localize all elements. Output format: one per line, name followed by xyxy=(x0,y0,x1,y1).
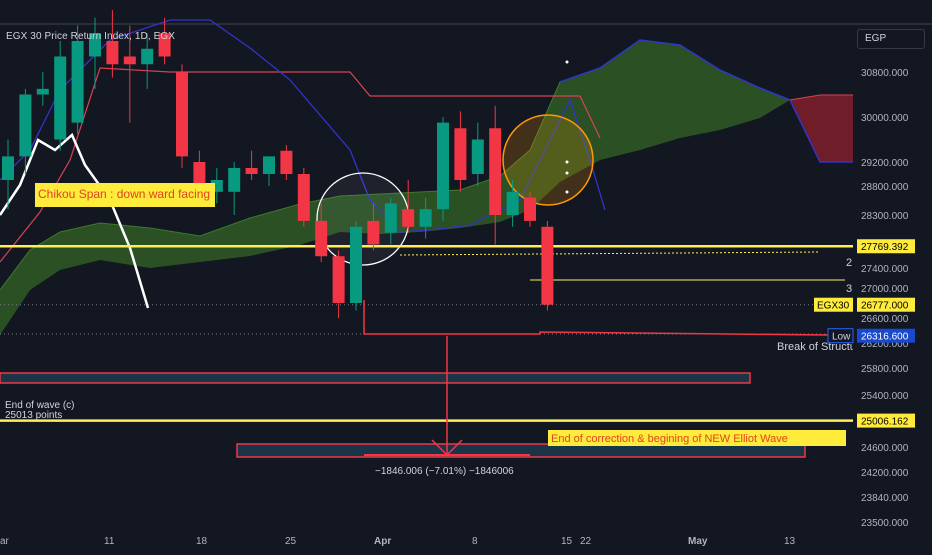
price-tick: 24200.000 xyxy=(861,468,909,479)
candle-body xyxy=(437,122,449,210)
zone-upper xyxy=(0,372,751,384)
price-tick: 29200.000 xyxy=(861,158,909,169)
tenkan-line xyxy=(0,19,606,233)
price-tick: 23500.000 xyxy=(861,518,909,529)
correction-label-box xyxy=(548,430,846,446)
tag-box xyxy=(827,328,854,344)
zone-target xyxy=(236,443,806,458)
wave-end-label: End of wave (c) xyxy=(5,400,74,411)
time-tick: May xyxy=(688,536,708,547)
circle-orange xyxy=(502,114,594,206)
time-tick: 25 xyxy=(285,536,297,547)
time-tick: Apr xyxy=(374,536,391,547)
price-tick: 25800.000 xyxy=(861,364,909,375)
price-label: 26777.000 xyxy=(861,301,909,312)
chikou-label-box xyxy=(35,183,215,207)
candle-body xyxy=(297,174,310,221)
measure-label: −1846.006 (−7.01%) −1846006 xyxy=(375,466,514,477)
correction-label: End of correction & begining of NEW Elli… xyxy=(551,433,788,445)
time-tick: 22 xyxy=(580,536,592,547)
price-tick: 28800.000 xyxy=(861,182,909,193)
break-structure-line xyxy=(363,300,829,336)
candle-body xyxy=(471,139,484,174)
candle-body xyxy=(454,128,467,180)
chikou-label: Chikou Span : down ward facing xyxy=(38,187,210,201)
time-tick: 13 xyxy=(784,536,796,547)
price-tick: 24600.000 xyxy=(861,443,909,454)
wave-label-3: 3 xyxy=(846,283,852,295)
marker-dot xyxy=(565,60,569,64)
candle-body xyxy=(89,33,101,57)
price-label: 27769.392 xyxy=(861,242,909,253)
candle-body xyxy=(367,220,380,245)
time-axis-bg xyxy=(0,528,853,550)
candle-body xyxy=(402,209,415,227)
candle-body xyxy=(263,156,275,174)
price-tick: 27400.000 xyxy=(861,264,909,275)
candle-body xyxy=(419,209,432,227)
price-label: 25006.162 xyxy=(861,417,909,428)
price-tick: 30800.000 xyxy=(861,68,909,79)
candle-body xyxy=(36,88,49,95)
candle-body xyxy=(54,56,67,140)
candle-body xyxy=(210,180,223,192)
time-tick: ar xyxy=(0,536,10,547)
candle-body xyxy=(315,220,328,257)
price-label: 26316.600 xyxy=(861,332,909,343)
break-structure-label: Break of Structure xyxy=(777,341,866,353)
currency-selector[interactable]: EGP xyxy=(857,29,925,49)
candle-body xyxy=(106,41,119,65)
candle-body xyxy=(541,226,554,305)
candle-body xyxy=(350,226,362,303)
time-tick: 15 xyxy=(561,536,573,547)
price-tick: 26600.000 xyxy=(861,314,909,325)
tag-label: Low xyxy=(832,332,851,343)
kumo-bear xyxy=(790,95,853,162)
candle-body xyxy=(123,56,136,65)
price-tick: 27000.000 xyxy=(861,284,909,295)
candle-body xyxy=(176,72,188,157)
kumo-bull xyxy=(0,40,790,335)
candle-body xyxy=(489,128,502,215)
candle-body xyxy=(2,156,14,180)
candle-body xyxy=(141,48,154,65)
price-label-box xyxy=(857,328,915,343)
candle-body xyxy=(19,94,32,157)
dotted-line xyxy=(399,251,821,256)
candle-body xyxy=(280,150,293,174)
tag-label: EGX30 xyxy=(817,301,850,312)
candle-body xyxy=(245,168,258,174)
chikou-span xyxy=(0,132,150,309)
price-tick: 25400.000 xyxy=(861,391,909,402)
price-tick: 23840.000 xyxy=(861,493,909,504)
candle-body xyxy=(332,256,345,303)
tag-box xyxy=(814,297,853,312)
price-tick: 26200.000 xyxy=(861,339,909,350)
marker-dot xyxy=(565,160,569,164)
candle-body xyxy=(506,191,519,215)
price-tick: 30000.000 xyxy=(861,113,909,124)
candle-body xyxy=(71,41,84,123)
candle-body xyxy=(524,197,536,221)
candle-body xyxy=(384,203,397,233)
wave-label-2: 2 xyxy=(846,257,852,269)
price-label-box xyxy=(857,413,915,428)
marker-dot xyxy=(565,190,569,194)
price-label-box xyxy=(857,297,915,312)
senkou-a-red xyxy=(789,94,853,101)
marker-dot xyxy=(565,171,569,175)
price-label-box xyxy=(857,239,915,254)
candle-body xyxy=(228,168,241,192)
price-tick: 28300.000 xyxy=(861,211,909,222)
time-tick: 11 xyxy=(104,536,115,547)
time-tick: 8 xyxy=(472,536,478,547)
wave-points-label: 25013 points xyxy=(5,410,62,421)
chart-title: EGX 30 Price Return Index, 1D, EGX xyxy=(6,31,176,42)
candle-body xyxy=(158,33,171,57)
time-tick: 18 xyxy=(196,536,208,547)
senkou-b xyxy=(559,39,853,163)
